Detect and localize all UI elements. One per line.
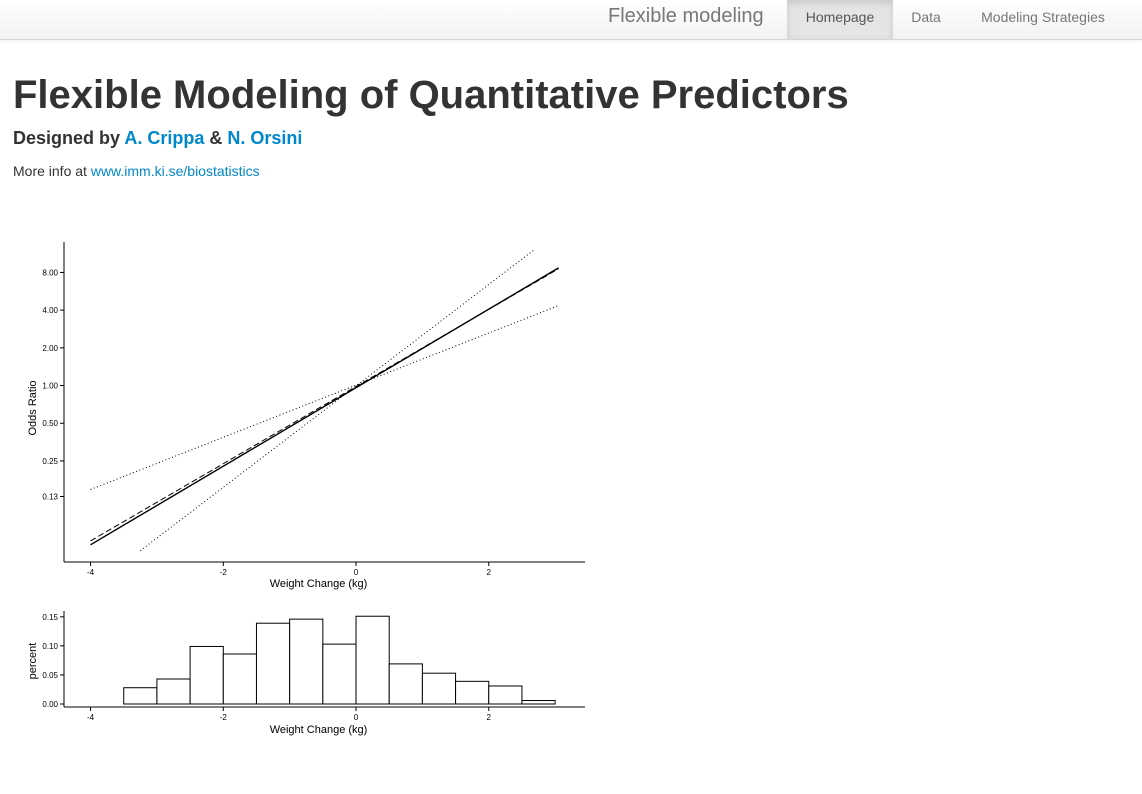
chart2-bar (388, 663, 423, 705)
chart2-bar (289, 618, 324, 705)
chart2-bar (455, 680, 490, 705)
chart2-y-tick-label: 0.00 (42, 700, 58, 709)
chart1-x-tick-label: -4 (87, 568, 95, 577)
chart2-x-tick-label: -2 (220, 713, 228, 722)
chart2-y-tick-label: 0.10 (42, 642, 58, 651)
chart2-bar (255, 622, 291, 705)
chart2-bar (521, 700, 556, 705)
chart2-bar (189, 645, 224, 705)
chart2-x-tick-label: 0 (354, 713, 359, 722)
chart2-bar (322, 643, 357, 705)
navbar: Flexible modeling Homepage Data Modeling… (0, 0, 1142, 40)
chart2-bar (222, 653, 257, 705)
chart1-y-tick-label: 0.25 (42, 457, 58, 466)
chart1-series-dotted-3 (139, 248, 536, 552)
chart2-bar (488, 685, 523, 705)
chart1-x-axis-label: Weight Change (kg) (270, 578, 368, 590)
chart1-x-tick-label: 0 (354, 568, 359, 577)
chart1-y-tick-label: 2.00 (42, 344, 58, 353)
chart1-x-tick-label: -2 (220, 568, 228, 577)
chart1-y-axis-label: Odds Ratio (27, 380, 39, 435)
and-text: & (204, 128, 228, 148)
navbar-brand[interactable]: Flexible modeling (608, 5, 764, 27)
page-title: Flexible Modeling of Quantitative Predic… (13, 73, 849, 117)
chart2-x-tick-label: -4 (87, 713, 95, 722)
chart1-y-tick-label: 0.13 (42, 493, 58, 502)
nav-tab-modeling-strategies[interactable]: Modeling Strategies (981, 9, 1105, 25)
chart2-x-axis-label: Weight Change (kg) (270, 724, 368, 736)
chart2-bar (421, 672, 457, 705)
more-info-text: More info at (13, 163, 91, 179)
nav-tab-homepage[interactable]: Homepage (787, 0, 893, 39)
nav-tab-data[interactable]: Data (911, 9, 941, 25)
chart1-series-dotted-2 (90, 305, 559, 490)
chart2-x-tick-label: 2 (487, 713, 492, 722)
chart1-y-tick-label: 8.00 (42, 268, 58, 277)
chart1-y-tick-label: 4.00 (42, 306, 58, 315)
chart1-y-tick-label: 0.50 (42, 419, 58, 428)
chart2-bar (123, 687, 158, 705)
author-crippa-link[interactable]: A. Crippa (124, 128, 205, 148)
chart2-y-tick-label: 0.15 (42, 613, 58, 622)
author-orsini-link[interactable]: N. Orsini (227, 128, 303, 148)
chart1-series-dashed-1 (90, 268, 559, 542)
chart1-x-tick-label: 2 (487, 568, 492, 577)
chart2-bar (355, 615, 390, 705)
chart2-y-axis-label: percent (27, 643, 39, 680)
biostatistics-link[interactable]: www.imm.ki.se/biostatistics (90, 163, 260, 179)
chart2-bar (156, 678, 191, 705)
chart2-y-tick-label: 0.05 (42, 671, 58, 680)
page-subtitle: Designed by A. Crippa & N. Orsini (13, 126, 302, 150)
designed-by-text: Designed by (13, 128, 125, 148)
chart1-y-tick-label: 1.00 (42, 382, 58, 391)
more-info: More info at www.imm.ki.se/biostatistics (13, 161, 260, 181)
